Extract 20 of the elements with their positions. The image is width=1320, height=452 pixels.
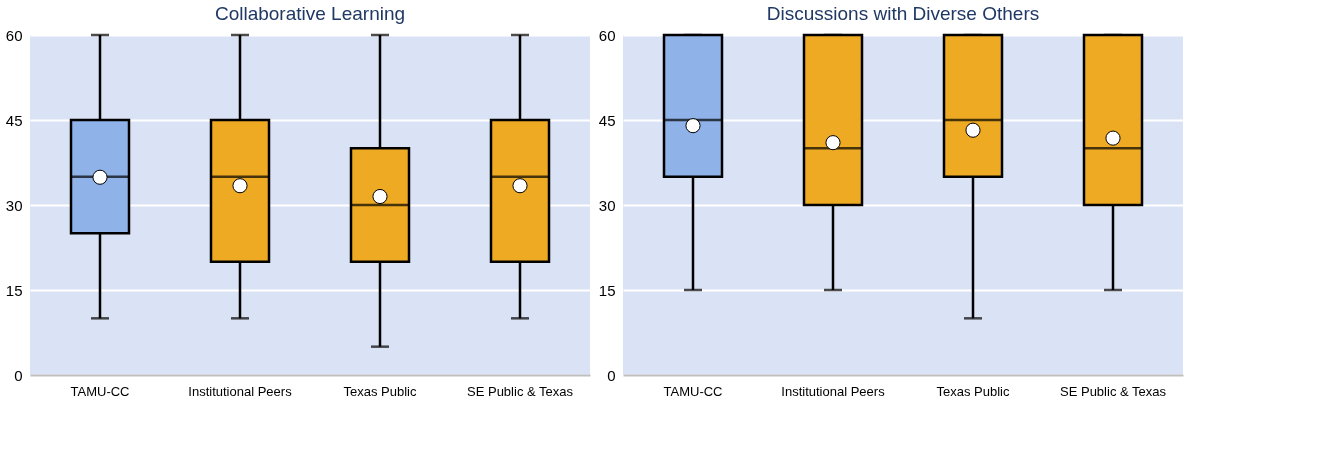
chart-title: Discussions with Diverse Others — [766, 3, 1040, 24]
x-tick-label: Institutional Peers — [188, 383, 293, 399]
y-tick-label: 15 — [5, 281, 23, 299]
y-tick-label: 60 — [598, 26, 616, 44]
x-tick-label: TAMU-CC — [663, 383, 723, 399]
x-tick-label: Institutional Peers — [781, 383, 886, 399]
x-tick-label: SE Public & Texas — [467, 383, 574, 399]
y-tick-label: 0 — [14, 366, 23, 384]
chart-title: Collaborative Learning — [214, 3, 406, 24]
y-tick-label: 0 — [607, 366, 616, 384]
x-tick-label: TAMU-CC — [70, 383, 130, 399]
y-tick-label: 60 — [5, 26, 23, 44]
y-tick-label: 30 — [5, 196, 23, 214]
x-tick-label: Texas Public — [343, 383, 417, 399]
x-tick-label: Texas Public — [936, 383, 1010, 399]
y-tick-label: 30 — [598, 196, 616, 214]
y-tick-label: 45 — [598, 111, 616, 129]
x-tick-label: SE Public & Texas — [1060, 383, 1167, 399]
y-tick-label: 15 — [598, 281, 616, 299]
y-tick-label: 45 — [5, 111, 23, 129]
